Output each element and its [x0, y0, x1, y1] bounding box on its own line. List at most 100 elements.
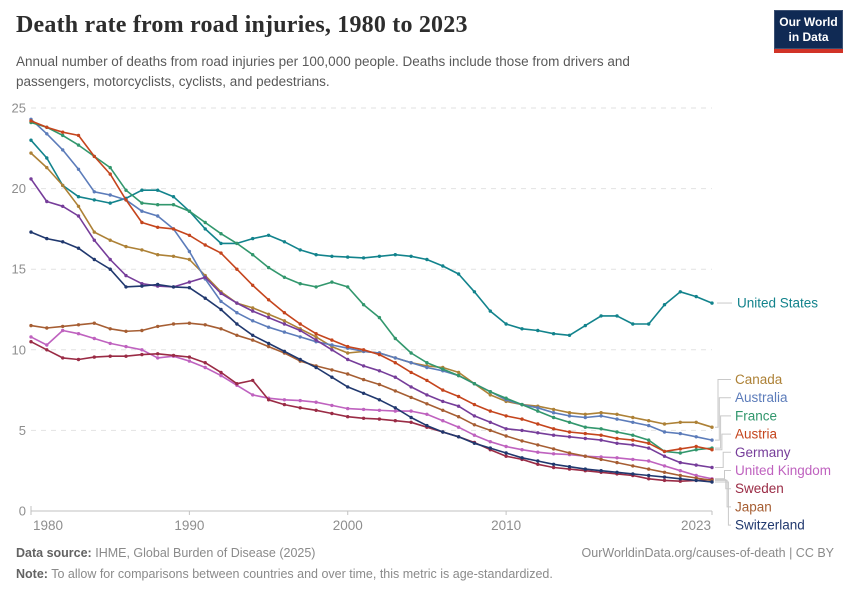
data-point[interactable] — [520, 448, 524, 452]
data-point[interactable] — [314, 400, 318, 404]
data-point[interactable] — [108, 193, 112, 197]
data-point[interactable] — [425, 365, 429, 370]
entity-label-united-kingdom[interactable]: United Kingdom — [735, 463, 831, 478]
data-point[interactable] — [662, 422, 667, 426]
data-point[interactable] — [108, 354, 112, 358]
data-point[interactable] — [251, 283, 255, 287]
data-point[interactable] — [203, 323, 207, 327]
data-point[interactable] — [314, 338, 318, 342]
data-point[interactable] — [599, 411, 603, 415]
data-point[interactable] — [615, 460, 619, 465]
data-point[interactable] — [266, 298, 271, 302]
entity-label-switzerland[interactable]: Switzerland — [735, 518, 805, 533]
data-point[interactable] — [694, 444, 698, 449]
data-point[interactable] — [647, 419, 651, 423]
data-point[interactable] — [330, 348, 334, 352]
data-point[interactable] — [504, 454, 508, 458]
data-point[interactable] — [536, 450, 540, 454]
data-point[interactable] — [346, 351, 350, 355]
data-point[interactable] — [710, 465, 714, 470]
data-point[interactable] — [551, 332, 556, 336]
data-point[interactable] — [187, 359, 192, 363]
data-point[interactable] — [536, 443, 540, 447]
data-point[interactable] — [124, 344, 128, 349]
data-point[interactable] — [647, 423, 651, 428]
data-point[interactable] — [203, 361, 207, 365]
data-point[interactable] — [694, 294, 698, 299]
data-point[interactable] — [567, 333, 572, 337]
data-point[interactable] — [156, 253, 160, 257]
data-point[interactable] — [282, 402, 287, 407]
data-point[interactable] — [441, 430, 445, 434]
data-point[interactable] — [251, 309, 255, 313]
data-point[interactable] — [377, 352, 382, 357]
data-point[interactable] — [615, 456, 619, 460]
data-point[interactable] — [409, 415, 413, 420]
data-point[interactable] — [219, 251, 223, 255]
data-point[interactable] — [61, 183, 65, 188]
data-point[interactable] — [647, 459, 651, 463]
data-point[interactable] — [377, 382, 382, 387]
data-point[interactable] — [282, 322, 287, 326]
series-australia[interactable] — [29, 117, 714, 442]
data-point[interactable] — [551, 407, 556, 412]
data-point[interactable] — [441, 388, 445, 392]
data-point[interactable] — [92, 336, 97, 341]
data-point[interactable] — [266, 315, 271, 320]
data-point[interactable] — [615, 314, 619, 318]
data-point[interactable] — [266, 344, 271, 349]
data-point[interactable] — [441, 399, 445, 404]
data-point[interactable] — [219, 327, 223, 331]
data-point[interactable] — [108, 267, 112, 271]
data-point[interactable] — [76, 214, 81, 218]
data-point[interactable] — [472, 433, 477, 437]
data-point[interactable] — [171, 322, 176, 326]
data-point[interactable] — [156, 324, 160, 329]
data-point[interactable] — [631, 472, 635, 476]
data-point[interactable] — [92, 154, 97, 159]
data-point[interactable] — [140, 284, 144, 288]
data-point[interactable] — [456, 373, 461, 378]
data-point[interactable] — [678, 451, 682, 455]
data-point[interactable] — [567, 430, 572, 434]
data-point[interactable] — [266, 233, 271, 237]
data-point[interactable] — [694, 478, 698, 483]
data-point[interactable] — [694, 420, 698, 424]
data-point[interactable] — [409, 420, 413, 424]
data-point[interactable] — [219, 232, 223, 236]
data-point[interactable] — [361, 364, 366, 368]
data-point[interactable] — [187, 355, 192, 359]
data-point[interactable] — [298, 357, 302, 362]
data-point[interactable] — [266, 325, 271, 329]
data-point[interactable] — [409, 254, 413, 258]
data-point[interactable] — [187, 209, 192, 213]
data-point[interactable] — [488, 428, 492, 433]
data-point[interactable] — [377, 369, 382, 373]
data-point[interactable] — [140, 352, 144, 357]
data-point[interactable] — [235, 333, 239, 337]
data-point[interactable] — [393, 409, 397, 413]
data-point[interactable] — [298, 335, 302, 339]
data-point[interactable] — [504, 444, 508, 449]
data-point[interactable] — [124, 198, 128, 202]
data-point[interactable] — [314, 335, 318, 339]
data-point[interactable] — [108, 327, 112, 331]
data-point[interactable] — [235, 311, 239, 315]
data-point[interactable] — [694, 476, 698, 480]
data-point[interactable] — [330, 411, 334, 416]
data-point[interactable] — [92, 257, 97, 262]
data-point[interactable] — [251, 253, 255, 257]
data-point[interactable] — [61, 148, 65, 152]
data-point[interactable] — [631, 438, 635, 442]
data-point[interactable] — [61, 324, 65, 329]
series-line-japan[interactable] — [30, 322, 713, 482]
data-point[interactable] — [330, 375, 334, 379]
data-point[interactable] — [520, 456, 524, 460]
data-point[interactable] — [219, 299, 223, 304]
data-point[interactable] — [599, 455, 603, 459]
data-point[interactable] — [567, 435, 572, 439]
data-point[interactable] — [203, 365, 207, 370]
data-point[interactable] — [615, 430, 619, 434]
entity-label-france[interactable]: France — [735, 408, 777, 423]
